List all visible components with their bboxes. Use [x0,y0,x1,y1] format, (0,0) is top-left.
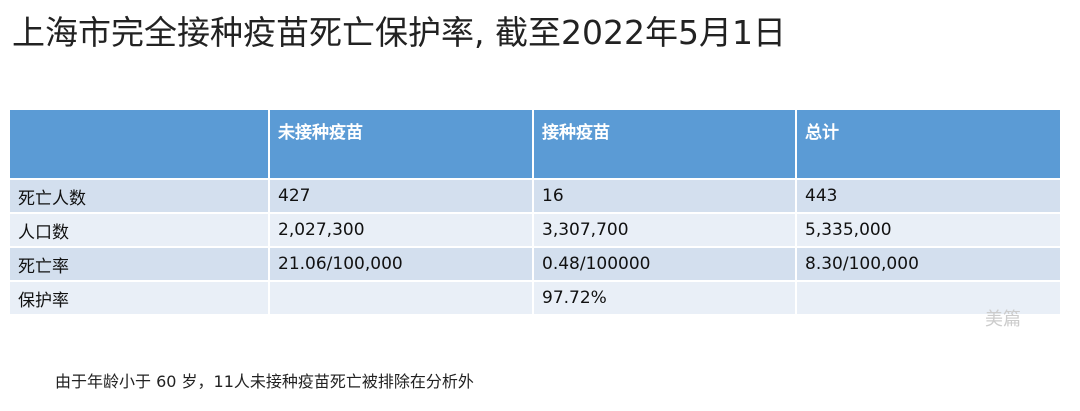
table-cell: 0.48/100000 [532,246,797,282]
footnote: 由于年龄小于 60 岁，11人未接种疫苗死亡被排除在分析外 [55,372,474,391]
header-row: 未接种疫苗 接种疫苗 总计 [8,108,1062,180]
watermark: 美篇 [985,309,1021,330]
table: 未接种疫苗 接种疫苗 总计 死亡人数 427 16 443 人口数 2,027,300 3,30… [8,108,1062,316]
table-cell [795,280,1062,316]
table-row: 保护率 97.72% [8,280,1062,316]
table-cell [268,280,534,316]
table-cell: 427 [268,178,534,214]
column-header: 未接种疫苗 [268,108,534,180]
table-cell: 21.06/100,000 [268,246,534,282]
table-cell: 97.72% [532,280,797,316]
table-cell: 443 [795,178,1062,214]
column-header: 总计 [795,108,1062,180]
table-cell: 2,027,300 [268,212,534,248]
title: 上海市完全接种疫苗死亡保护率, 截至2022年5月1日 [12,13,786,52]
table-cell: 5,335,000 [795,212,1062,248]
table-cell: 3,307,700 [532,212,797,248]
table-row: 人口数 2,027,300 3,307,700 5,335,000 [8,212,1062,248]
column-header: 接种疫苗 [532,108,797,180]
table-cell: 16 [532,178,797,214]
table-row: 死亡人数 427 16 443 [8,178,1062,214]
row-label: 死亡率 [8,246,270,282]
table-row: 死亡率 21.06/100,000 0.48/100000 8.30/100,000 [8,246,1062,282]
column-header [8,108,270,180]
row-label: 死亡人数 [8,178,270,214]
table-cell: 8.30/100,000 [795,246,1062,282]
row-label: 保护率 [8,280,270,316]
row-label: 人口数 [8,212,270,248]
